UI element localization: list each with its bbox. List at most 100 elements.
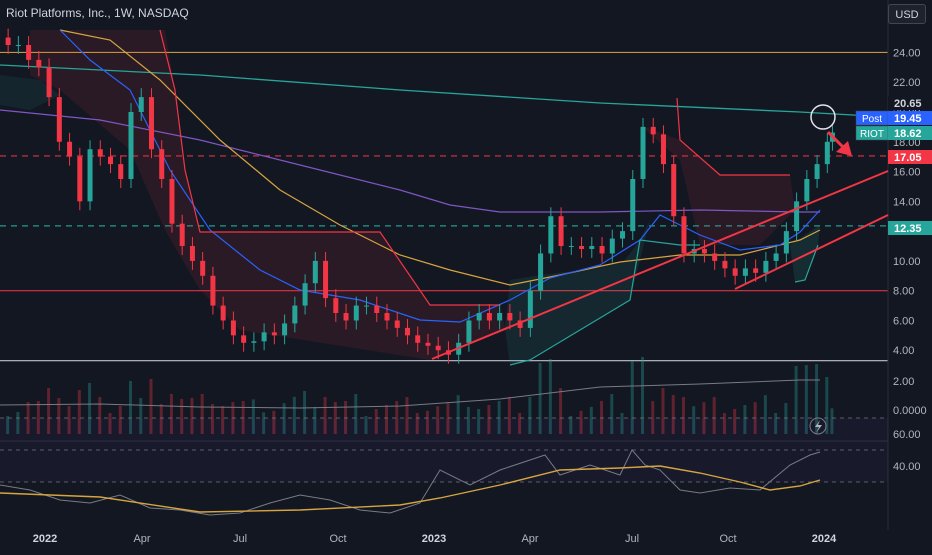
candle-body[interactable]	[292, 305, 298, 324]
candle-body[interactable]	[476, 313, 482, 321]
volume-bar	[733, 409, 737, 434]
volume-bar	[303, 391, 307, 434]
candle-body[interactable]	[558, 216, 564, 247]
candle-body[interactable]	[630, 179, 636, 232]
candle-body[interactable]	[230, 320, 236, 336]
candle-body[interactable]	[200, 260, 206, 276]
candle-body[interactable]	[118, 164, 124, 180]
volume-bar	[108, 413, 112, 434]
candle-body[interactable]	[814, 164, 820, 180]
candle-body[interactable]	[261, 332, 267, 342]
candle-body[interactable]	[312, 260, 318, 284]
candle-body[interactable]	[507, 313, 513, 321]
price-tag-value: 17.05	[894, 152, 922, 164]
candle-body[interactable]	[46, 67, 52, 98]
candle-body[interactable]	[36, 59, 42, 68]
time-axis[interactable]: 2022 Apr Jul Oct 2023 Apr Jul Oct 2024	[33, 533, 837, 545]
candle-body[interactable]	[660, 134, 666, 165]
volume-bar	[282, 403, 286, 434]
candle-body[interactable]	[681, 216, 687, 254]
candle-body[interactable]	[364, 305, 370, 307]
candle-body[interactable]	[404, 327, 410, 336]
candle-body[interactable]	[824, 141, 830, 165]
candle-body[interactable]	[722, 260, 728, 269]
candle-body[interactable]	[425, 342, 431, 346]
volume-bar	[333, 402, 337, 434]
candle-body[interactable]	[353, 305, 359, 321]
price-tag-value: 12.35	[894, 223, 922, 235]
price-tick-label: 22.00	[893, 77, 921, 89]
candle-body[interactable]	[333, 298, 339, 314]
candlesticks[interactable]	[5, 28, 835, 364]
candle-body[interactable]	[15, 44, 21, 46]
candle-body[interactable]	[56, 97, 62, 142]
volume-bar	[630, 361, 634, 434]
candle-body[interactable]	[189, 246, 195, 261]
candle-body[interactable]	[804, 179, 810, 202]
candle-body[interactable]	[128, 112, 134, 180]
candle-body[interactable]	[497, 313, 503, 321]
candle-body[interactable]	[620, 231, 626, 239]
candle-body[interactable]	[527, 290, 533, 328]
candle-body[interactable]	[742, 268, 748, 276]
candle-body[interactable]	[384, 313, 390, 321]
candle-body[interactable]	[640, 126, 646, 180]
currency-button[interactable]: USD	[888, 4, 926, 24]
candle-body[interactable]	[783, 231, 789, 254]
candle-body[interactable]	[26, 44, 32, 60]
candle-body[interactable]	[148, 97, 154, 150]
candle-body[interactable]	[763, 260, 769, 273]
volume-bar	[507, 397, 511, 434]
candle-body[interactable]	[179, 223, 185, 247]
candle-body[interactable]	[87, 149, 93, 202]
candle-body[interactable]	[548, 216, 554, 254]
candle-body[interactable]	[568, 246, 574, 248]
candle-body[interactable]	[138, 97, 144, 112]
candle-body[interactable]	[159, 149, 165, 180]
candle-body[interactable]	[282, 323, 288, 336]
bolt-icon[interactable]	[809, 417, 827, 435]
candle-body[interactable]	[579, 246, 585, 249]
candle-body[interactable]	[773, 253, 779, 261]
candle-body[interactable]	[486, 313, 492, 321]
candle-body[interactable]	[712, 253, 718, 261]
candle-body[interactable]	[466, 320, 472, 343]
candle-body[interactable]	[794, 201, 800, 232]
candle-body[interactable]	[589, 246, 595, 249]
candle-body[interactable]	[517, 320, 523, 328]
candle-body[interactable]	[77, 156, 83, 202]
volume-bar	[815, 364, 819, 434]
candle-body[interactable]	[394, 320, 400, 328]
candle-body[interactable]	[538, 253, 544, 291]
candle-body[interactable]	[67, 141, 73, 157]
candle-body[interactable]	[302, 283, 308, 306]
candle-body[interactable]	[5, 37, 11, 45]
candle-body[interactable]	[343, 313, 349, 321]
candle-body[interactable]	[97, 149, 103, 157]
candle-body[interactable]	[169, 179, 175, 224]
candle-body[interactable]	[435, 345, 441, 351]
volume-bar	[671, 395, 675, 434]
volume-bar	[692, 406, 696, 434]
candle-body[interactable]	[210, 275, 216, 306]
candle-body[interactable]	[323, 260, 329, 299]
volume-bar	[354, 394, 358, 434]
candle-body[interactable]	[251, 341, 257, 343]
candle-body[interactable]	[241, 335, 247, 343]
candle-body[interactable]	[108, 156, 114, 165]
volume-bar	[446, 402, 450, 434]
candle-body[interactable]	[374, 305, 380, 314]
candle-body[interactable]	[701, 248, 707, 254]
candle-body[interactable]	[650, 126, 656, 135]
candle-body[interactable]	[599, 246, 605, 254]
candle-body[interactable]	[271, 332, 277, 336]
candle-body[interactable]	[609, 238, 615, 254]
candle-body[interactable]	[732, 268, 738, 276]
candle-body[interactable]	[220, 305, 226, 321]
candle-body[interactable]	[753, 268, 759, 273]
candle-body[interactable]	[671, 164, 677, 217]
candle-body[interactable]	[415, 335, 421, 343]
volume-bar	[804, 365, 808, 434]
